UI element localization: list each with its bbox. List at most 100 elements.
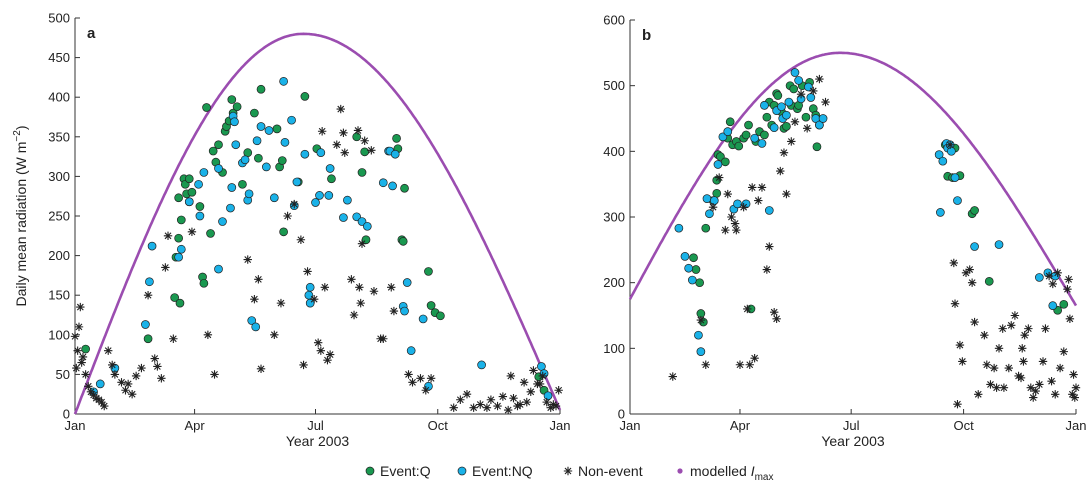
non-event-marker: [108, 360, 117, 370]
y-tick-label: 0: [618, 407, 625, 422]
event-nq-marker: [402, 278, 412, 287]
non-event-marker: [493, 401, 502, 411]
event-nq-marker: [723, 127, 733, 136]
non-event-marker: [1053, 268, 1062, 278]
y-tick-label: 500: [48, 11, 70, 26]
event-nq-marker: [687, 275, 697, 285]
non-event-marker: [961, 268, 971, 278]
non-event-marker: [1018, 344, 1027, 353]
non-event-marker: [73, 346, 82, 355]
non-event-marker: [949, 258, 959, 268]
event-nq-marker: [477, 360, 486, 370]
event-q-marker: [81, 344, 90, 354]
non-event-marker: [76, 302, 85, 312]
event-nq-marker: [300, 149, 310, 159]
event-nq-marker: [214, 164, 223, 173]
non-event-marker: [408, 378, 417, 387]
non-event-marker: [1069, 370, 1078, 379]
legend-label: Non-event: [578, 463, 643, 479]
event-q-marker: [352, 132, 362, 142]
event-nq-marker: [718, 132, 728, 142]
y-tick-label: 300: [48, 169, 70, 184]
non-event-marker: [336, 104, 345, 114]
non-event-marker: [486, 395, 496, 404]
event-nq-marker: [230, 117, 239, 127]
event-nq-marker: [1048, 301, 1058, 310]
event-nq-marker: [804, 82, 813, 92]
non-event-marker: [967, 278, 977, 287]
y-tick-label: 400: [48, 90, 70, 105]
non-event-marker: [421, 386, 430, 395]
event-nq-marker: [815, 120, 824, 130]
non-event-marker: [349, 310, 359, 320]
non-event-marker: [70, 332, 80, 341]
event-nq-marker: [199, 168, 209, 177]
event-q-marker: [801, 112, 811, 122]
non-event-marker: [526, 387, 535, 397]
event-nq-marker: [818, 114, 828, 123]
event-q-marker: [174, 193, 183, 203]
non-event-marker: [1064, 275, 1073, 284]
event-nq-marker: [777, 102, 786, 112]
non-event-marker: [339, 128, 348, 138]
event-nq-marker: [674, 223, 684, 233]
event-nq-marker: [994, 240, 1004, 249]
non-event-marker: [519, 378, 529, 387]
non-event-marker: [529, 366, 538, 375]
event-nq-marker: [705, 209, 714, 219]
non-event-marker: [701, 360, 710, 369]
event-q-marker: [214, 140, 223, 150]
event-q-marker: [789, 84, 799, 94]
non-event-marker: [986, 380, 995, 389]
event-q-marker: [812, 142, 822, 152]
event-nq-marker: [305, 282, 315, 292]
non-event-marker: [750, 353, 759, 363]
non-event-marker: [243, 255, 252, 264]
non-event-marker: [989, 363, 999, 373]
event-nq-marker: [264, 126, 274, 135]
x-tick-label: Apr: [184, 418, 205, 433]
event-q-marker: [720, 157, 730, 167]
y-tick-label: 500: [603, 78, 625, 93]
event-nq-marker: [325, 164, 335, 173]
event-q-marker: [782, 122, 791, 131]
event-nq-marker: [970, 242, 979, 251]
panel-label: a: [87, 25, 96, 42]
event-nq-marker: [287, 115, 296, 125]
non-event-marker: [515, 400, 525, 409]
non-event-marker: [104, 346, 113, 355]
non-event-marker: [747, 183, 757, 192]
non-event-marker: [1051, 390, 1060, 399]
event-nq-marker: [214, 264, 223, 274]
non-event-marker: [1063, 285, 1072, 294]
event-nq-marker: [194, 179, 203, 189]
event-q-marker: [272, 124, 282, 134]
event-nq-marker: [145, 277, 154, 287]
legend-non-event-marker: [563, 466, 573, 476]
non-event-marker: [250, 294, 259, 304]
event-nq-marker: [1034, 273, 1044, 282]
non-event-marker: [1068, 390, 1077, 399]
event-nq-marker: [304, 290, 314, 300]
non-event-marker: [1031, 386, 1040, 396]
non-event-marker: [727, 212, 736, 222]
non-event-marker: [1048, 279, 1057, 289]
non-event-marker: [743, 304, 752, 314]
non-event-marker: [270, 330, 279, 339]
panel-b-chart: 0 100 200 300 400 500 600 Jan Apr Jul Oct Jan b Year …: [603, 13, 1086, 450]
event-nq-marker: [174, 252, 183, 262]
non-event-marker: [367, 146, 376, 155]
event-nq-marker: [252, 136, 262, 146]
event-q-marker: [970, 206, 979, 215]
event-q-marker: [279, 227, 288, 237]
legend-event_q-marker: [365, 466, 375, 476]
event-q-marker: [436, 311, 445, 321]
non-event-marker: [169, 334, 178, 343]
y-tick-label: 350: [48, 129, 70, 144]
event-q-marker: [143, 334, 153, 344]
event-nq-marker: [680, 252, 690, 261]
event-q-marker: [741, 130, 751, 140]
non-event-marker: [998, 324, 1007, 333]
non-event-marker: [127, 390, 137, 399]
non-event-marker: [554, 386, 563, 395]
